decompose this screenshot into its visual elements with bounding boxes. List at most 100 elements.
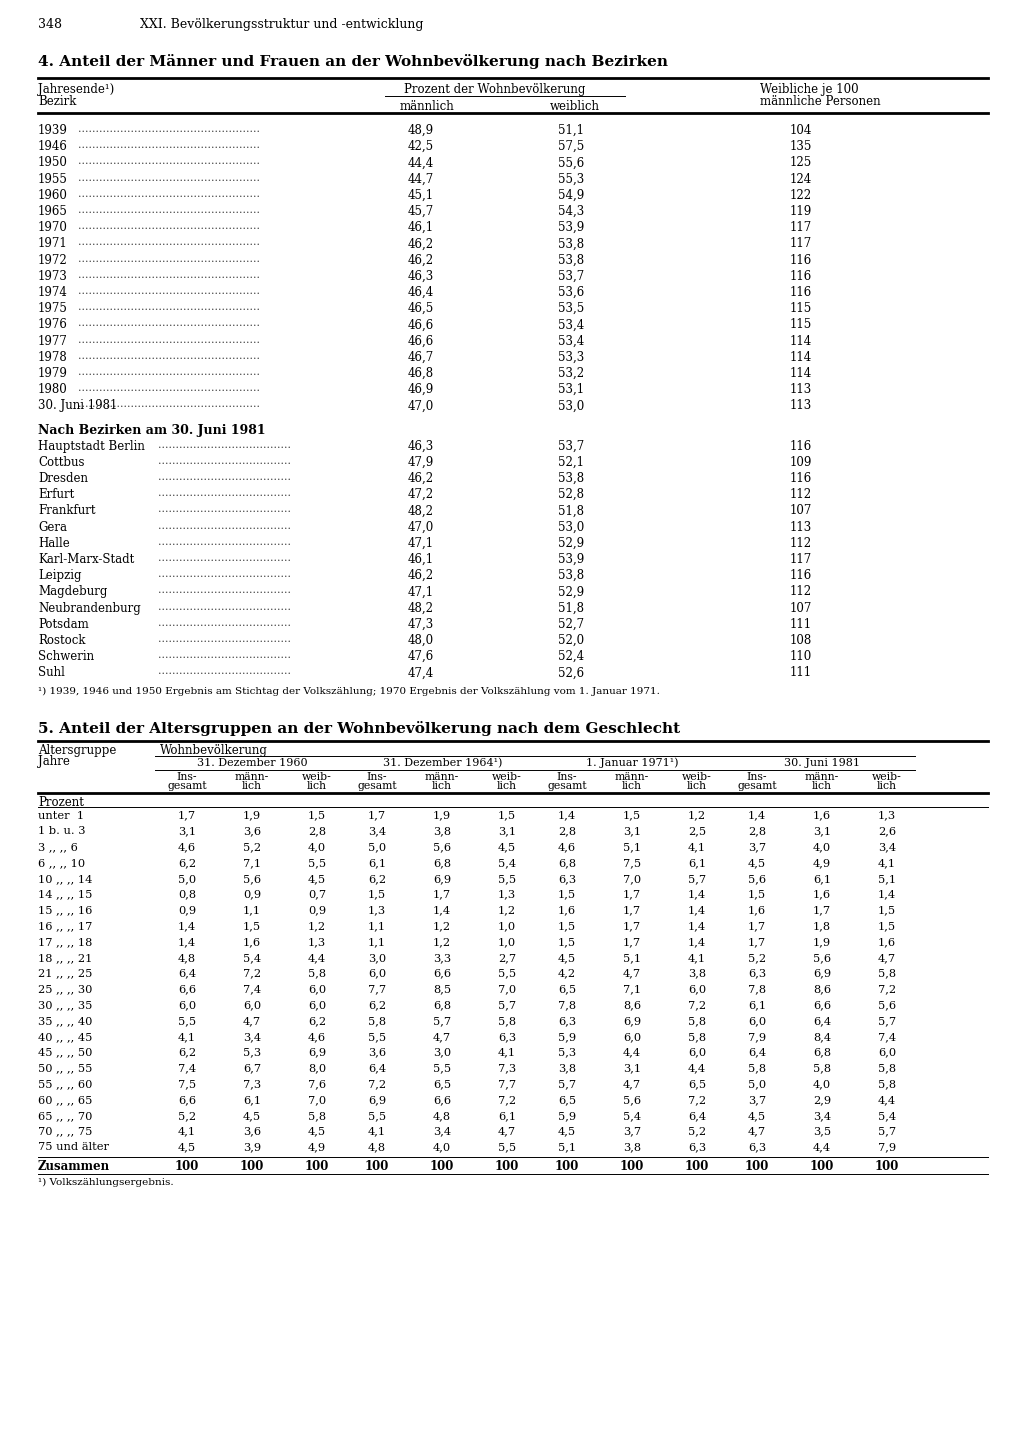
Text: ....................................................: ........................................… [78, 238, 260, 247]
Text: 3,4: 3,4 [433, 1127, 451, 1137]
Text: 6,0: 6,0 [748, 1016, 766, 1026]
Text: 1,7: 1,7 [748, 937, 766, 947]
Text: 5,8: 5,8 [878, 968, 896, 978]
Text: lich: lich [877, 781, 897, 791]
Text: Dresden: Dresden [38, 472, 88, 485]
Text: 46,1: 46,1 [408, 221, 434, 234]
Text: 4,9: 4,9 [813, 859, 831, 869]
Text: 6,3: 6,3 [498, 1032, 516, 1042]
Text: lich: lich [242, 781, 262, 791]
Text: 100: 100 [175, 1160, 200, 1173]
Text: 4,5: 4,5 [558, 952, 577, 962]
Text: 6,9: 6,9 [623, 1016, 641, 1026]
Text: 115: 115 [790, 319, 812, 332]
Text: 6,4: 6,4 [688, 1111, 707, 1121]
Text: 1,2: 1,2 [498, 905, 516, 915]
Text: 3,7: 3,7 [748, 843, 766, 853]
Text: 4,1: 4,1 [178, 1127, 196, 1137]
Text: lich: lich [307, 781, 327, 791]
Text: 6,1: 6,1 [368, 859, 386, 869]
Text: 1 b. u. 3: 1 b. u. 3 [38, 827, 85, 837]
Text: 3,8: 3,8 [433, 827, 451, 837]
Text: 1,5: 1,5 [623, 811, 641, 821]
Text: unter  1: unter 1 [38, 811, 84, 821]
Text: 0,9: 0,9 [243, 889, 261, 899]
Text: 1,5: 1,5 [558, 889, 577, 899]
Text: 75 und älter: 75 und älter [38, 1143, 109, 1153]
Text: 1,4: 1,4 [178, 921, 196, 931]
Text: 6 ,, ,, 10: 6 ,, ,, 10 [38, 859, 85, 869]
Text: 7,6: 7,6 [308, 1079, 326, 1089]
Text: 53,1: 53,1 [558, 384, 584, 397]
Text: 8,6: 8,6 [623, 1000, 641, 1010]
Text: 5,7: 5,7 [878, 1127, 896, 1137]
Text: ......................................: ...................................... [158, 440, 291, 450]
Text: 5,2: 5,2 [688, 1127, 707, 1137]
Text: 100: 100 [305, 1160, 329, 1173]
Text: 4,1: 4,1 [688, 843, 707, 853]
Text: 7,7: 7,7 [368, 984, 386, 994]
Text: 2,8: 2,8 [558, 827, 577, 837]
Text: 6,2: 6,2 [308, 1016, 326, 1026]
Text: ......................................: ...................................... [158, 618, 291, 628]
Text: 6,0: 6,0 [368, 968, 386, 978]
Text: 2,8: 2,8 [308, 827, 326, 837]
Text: 7,4: 7,4 [243, 984, 261, 994]
Text: 7,5: 7,5 [178, 1079, 196, 1089]
Text: 1,4: 1,4 [688, 889, 707, 899]
Text: männlich: männlich [400, 100, 455, 113]
Text: 4,5: 4,5 [498, 843, 516, 853]
Text: 1977: 1977 [38, 335, 68, 348]
Text: 6,2: 6,2 [178, 859, 196, 869]
Text: Ins-: Ins- [177, 772, 198, 782]
Text: Weibliche je 100: Weibliche je 100 [760, 84, 859, 97]
Text: ......................................: ...................................... [158, 651, 291, 661]
Text: lich: lich [622, 781, 642, 791]
Text: 46,2: 46,2 [408, 569, 434, 582]
Text: 52,7: 52,7 [558, 618, 584, 631]
Text: 3,7: 3,7 [748, 1095, 766, 1105]
Text: 115: 115 [790, 302, 812, 315]
Text: 6,4: 6,4 [178, 968, 196, 978]
Text: 51,8: 51,8 [558, 602, 584, 615]
Text: 54,9: 54,9 [558, 189, 585, 202]
Text: 1,5: 1,5 [308, 811, 326, 821]
Text: 3,9: 3,9 [243, 1143, 261, 1153]
Text: 135: 135 [790, 140, 812, 153]
Text: 53,4: 53,4 [558, 319, 585, 332]
Text: ....................................................: ........................................… [78, 254, 260, 264]
Text: ....................................................: ........................................… [78, 400, 260, 410]
Text: 7,3: 7,3 [498, 1063, 516, 1074]
Text: 1955: 1955 [38, 173, 68, 186]
Text: 6,5: 6,5 [558, 984, 577, 994]
Text: ....................................................: ........................................… [78, 335, 260, 345]
Text: 100: 100 [555, 1160, 580, 1173]
Text: 1971: 1971 [38, 238, 68, 251]
Text: 1,7: 1,7 [748, 921, 766, 931]
Text: 5,0: 5,0 [178, 874, 196, 883]
Text: 52,0: 52,0 [558, 633, 584, 646]
Text: ......................................: ...................................... [158, 633, 291, 644]
Text: 46,6: 46,6 [408, 319, 434, 332]
Text: 5,8: 5,8 [688, 1032, 707, 1042]
Text: 1,5: 1,5 [558, 937, 577, 947]
Text: 5,8: 5,8 [878, 1079, 896, 1089]
Text: 5,8: 5,8 [308, 968, 326, 978]
Text: Gera: Gera [38, 521, 67, 534]
Text: 53,3: 53,3 [558, 351, 585, 364]
Text: 5,7: 5,7 [433, 1016, 451, 1026]
Text: männ-: männ- [614, 772, 649, 782]
Text: 7,9: 7,9 [748, 1032, 766, 1042]
Text: Schwerin: Schwerin [38, 651, 94, 664]
Text: 3,3: 3,3 [433, 952, 451, 962]
Text: ......................................: ...................................... [158, 586, 291, 596]
Text: 6,9: 6,9 [368, 1095, 386, 1105]
Text: 4,1: 4,1 [688, 952, 707, 962]
Text: 48,2: 48,2 [408, 602, 434, 615]
Text: 113: 113 [790, 384, 812, 397]
Text: ....................................................: ........................................… [78, 221, 260, 231]
Text: 0,9: 0,9 [178, 905, 196, 915]
Text: weib-: weib- [872, 772, 902, 782]
Text: 4,5: 4,5 [748, 1111, 766, 1121]
Text: 7,0: 7,0 [308, 1095, 326, 1105]
